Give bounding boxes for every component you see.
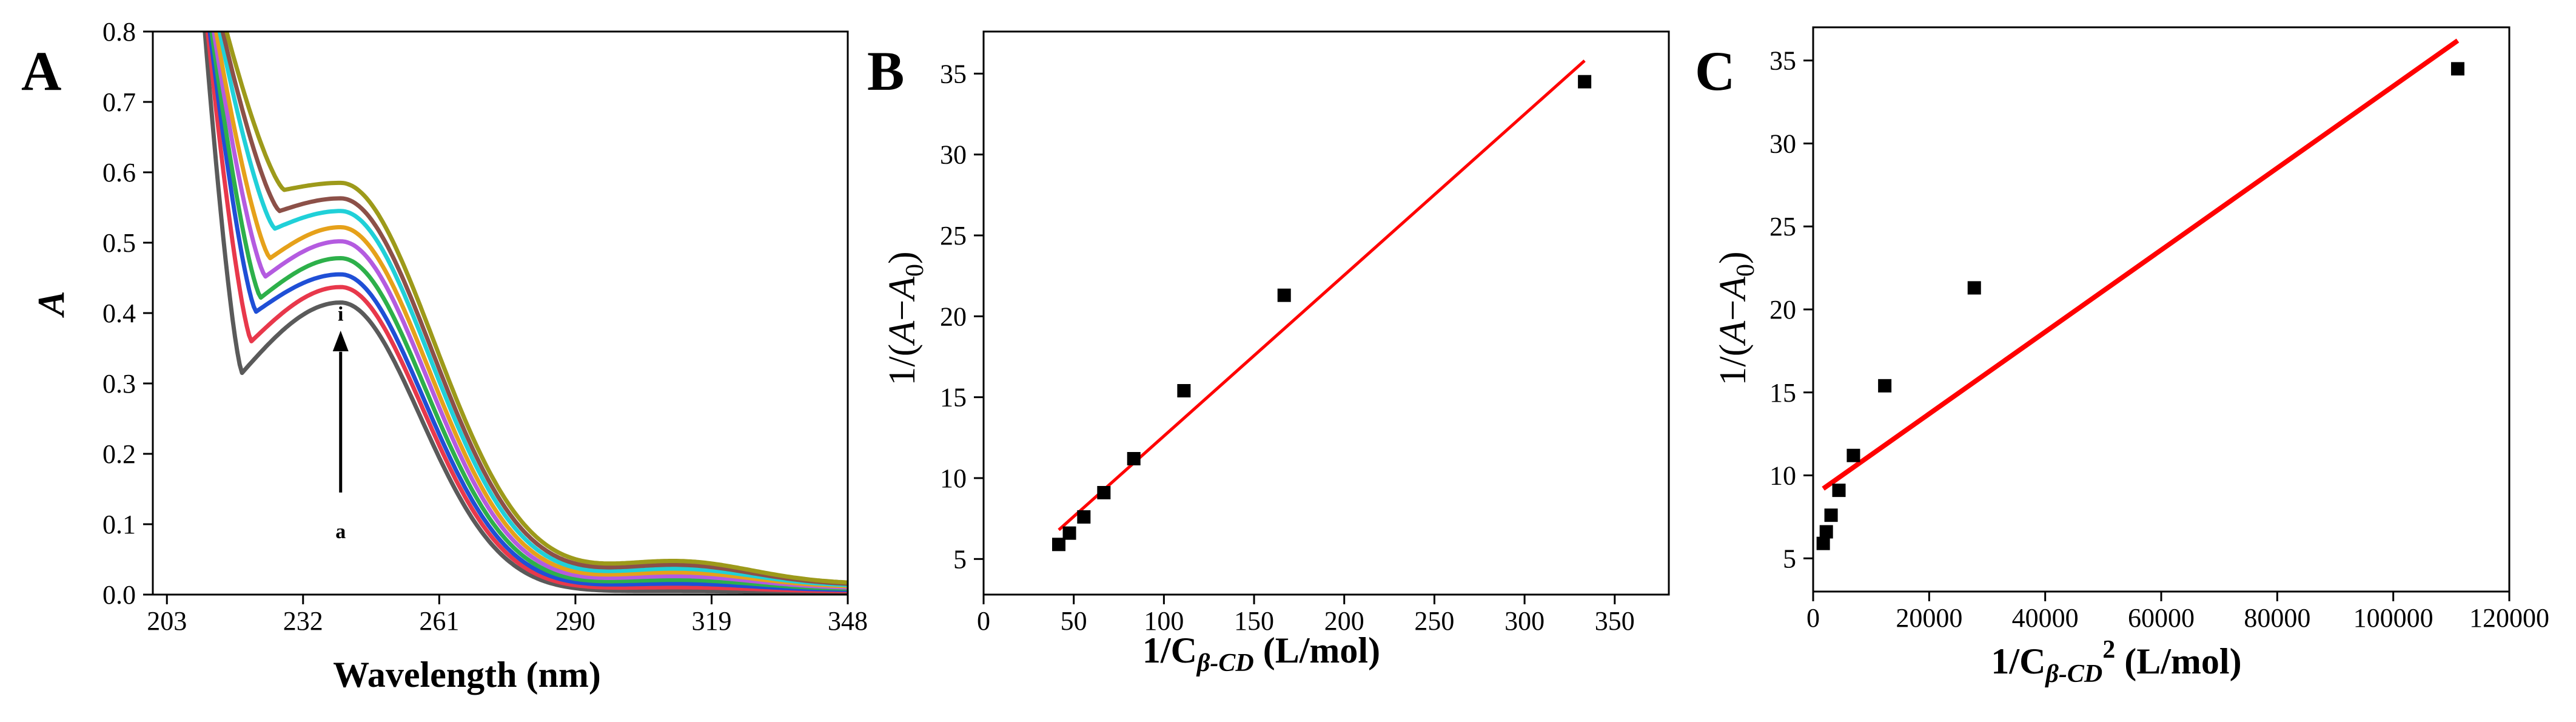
panel-c-ylabel: 1/(A−A0) xyxy=(1712,251,1760,385)
panel-c-point xyxy=(1878,379,1892,393)
panel-c-xlabel: 1/Cβ-CD2 (L/mol) xyxy=(1991,636,2241,688)
panel-b-point xyxy=(1277,288,1291,302)
panel-a-xtick-label: 290 xyxy=(555,606,595,636)
panel-b-xtick-label: 0 xyxy=(977,606,990,636)
panel-b-ytick-label: 20 xyxy=(940,302,967,331)
panel-a-spectrum-1 xyxy=(203,32,848,595)
panel-c-xtick-label: 60000 xyxy=(2128,603,2195,633)
panel-a-annotation-a: a xyxy=(335,521,346,543)
panel-c-xtick-label: 120000 xyxy=(2469,603,2549,633)
panel-a-ytick-label: 0.7 xyxy=(102,87,136,117)
panel-c-ytick-label: 30 xyxy=(1769,129,1796,158)
panel-b-xlabel: 1/Cβ-CD (L/mol) xyxy=(1142,630,1380,677)
panel-b-ytick-label: 30 xyxy=(940,140,967,170)
panel-a-ticks: 203 232 261 290 319 348 0.0 0.1 0.2 0.3 0.4 0.5 0.6 0… xyxy=(102,17,868,636)
panel-c-xtick-label: 40000 xyxy=(2012,603,2079,633)
panel-c-xtick-label: 0 xyxy=(1806,603,1820,633)
panel-a-xlabel: Wavelength (nm) xyxy=(333,655,601,695)
panel-c-ytick-label: 20 xyxy=(1769,295,1796,325)
panel-b-ylabel: 1/(A−A0) xyxy=(882,251,929,385)
panel-b-xtick-label: 300 xyxy=(1504,606,1545,636)
panel-c-point xyxy=(1846,448,1860,462)
panel-c-ytick-label: 35 xyxy=(1769,46,1796,76)
panel-b-letter: B xyxy=(867,40,904,102)
panel-b-point xyxy=(1127,452,1141,465)
panel-c-ytick-label: 5 xyxy=(1783,544,1796,573)
panel-a-xtick-label: 319 xyxy=(691,606,731,636)
panel-a-spectrum-6 xyxy=(213,32,848,589)
panel-a-ylabel: A xyxy=(31,291,72,318)
panel-c-point xyxy=(1816,536,1830,550)
panel-c-point xyxy=(1832,484,1846,498)
panel-b-ytick-label: 10 xyxy=(940,464,967,493)
panel-c-point xyxy=(1824,508,1838,522)
panel-a-ytick-label: 0.5 xyxy=(102,228,136,258)
panel-a-spectrum-4 xyxy=(209,32,848,591)
panel-a: A A 203 232 261 290 319 348 0.0 0.1 0.2 0.3 0.4 0.5… xyxy=(21,17,868,695)
panel-a-spectrum-8 xyxy=(220,32,848,586)
panel-b-ytick-label: 35 xyxy=(940,59,967,89)
panel-c-point xyxy=(1819,525,1833,539)
panel-a-ytick-label: 0.0 xyxy=(102,580,136,610)
panel-a-spectrum-3 xyxy=(207,32,848,592)
panel-b-point xyxy=(1177,384,1191,397)
panel-b-fit xyxy=(1058,59,1586,531)
panel-c-point xyxy=(1967,281,1981,295)
panel-a-spectra xyxy=(203,32,848,595)
panel-a-ytick-label: 0.3 xyxy=(102,369,136,399)
panel-a-arrowhead xyxy=(332,331,349,351)
panel-b-point xyxy=(1077,510,1091,524)
panel-b-point xyxy=(1097,486,1111,499)
panel-c-fit-line xyxy=(1822,38,2460,491)
panel-a-spectrum-7 xyxy=(217,32,848,587)
panel-b-points xyxy=(1052,75,1592,552)
panel-c: C 1/(A−A0) 0 20000 40000 60000 80000 100000 12… xyxy=(1695,26,2549,688)
panel-b-point xyxy=(1578,75,1592,89)
panel-b-fit-line xyxy=(1058,59,1586,531)
panel-c-xtick-label: 100000 xyxy=(2353,603,2433,633)
panel-b-ticks: 0 50 100 150 200 250 300 350 5 10 15 20 25 30 35 xyxy=(940,59,1635,636)
panel-b-frame xyxy=(982,30,1670,596)
panel-a-xtick-label: 261 xyxy=(419,606,459,636)
panel-b-xtick-label: 50 xyxy=(1061,606,1087,636)
panel-c-point xyxy=(2450,62,2464,76)
panel-a-ytick-label: 0.1 xyxy=(102,510,136,539)
panel-b-ytick-label: 15 xyxy=(940,383,967,413)
panel-a-xtick-label: 348 xyxy=(828,606,868,636)
panel-a-xtick-label: 203 xyxy=(147,606,187,636)
panel-b-point xyxy=(1052,538,1066,552)
panel-a-spectrum-2 xyxy=(205,32,848,593)
panel-b-xtick-label: 350 xyxy=(1595,606,1635,636)
panel-a-ytick-label: 0.6 xyxy=(102,158,136,187)
panel-a-ytick-label: 0.2 xyxy=(102,439,136,469)
panel-a-ytick-label: 0.4 xyxy=(102,299,136,328)
panel-c-ytick-label: 10 xyxy=(1769,461,1796,491)
panel-c-xtick-label: 80000 xyxy=(2244,603,2310,633)
panel-c-ytick-label: 15 xyxy=(1769,378,1796,408)
panel-a-letter: A xyxy=(21,40,61,102)
panel-a-ytick-label: 0.8 xyxy=(102,17,136,47)
panel-a-xtick-label: 232 xyxy=(283,606,323,636)
panel-b-xtick-label: 250 xyxy=(1414,606,1454,636)
panel-c-points xyxy=(1816,62,2464,550)
panel-b-point xyxy=(1062,526,1076,540)
panel-c-ticks: 0 20000 40000 60000 80000 100000 120000 5 10 15 20… xyxy=(1769,46,2549,633)
panel-a-frame xyxy=(152,30,849,596)
panel-a-annotation-i: i xyxy=(338,303,343,325)
panel-c-fit xyxy=(1822,38,2460,491)
panel-c-frame xyxy=(1812,26,2511,593)
panel-c-letter: C xyxy=(1695,40,1735,102)
panel-b-xtick-label: 150 xyxy=(1234,606,1274,636)
panel-b-xtick-label: 100 xyxy=(1144,606,1184,636)
panel-b-ytick-label: 25 xyxy=(940,221,967,251)
panel-b-ytick-label: 5 xyxy=(953,544,967,574)
panel-b: B 1/(A−A0) 0 50 100 150 200 250 300 350 5 10 15 20 2… xyxy=(867,30,1670,677)
panel-c-ytick-label: 25 xyxy=(1769,212,1796,241)
panel-b-xtick-label: 200 xyxy=(1324,606,1364,636)
panel-c-xtick-label: 20000 xyxy=(1896,603,1962,633)
panel-a-spectrum-9 xyxy=(224,32,848,585)
panel-a-spectrum-5 xyxy=(211,32,848,590)
